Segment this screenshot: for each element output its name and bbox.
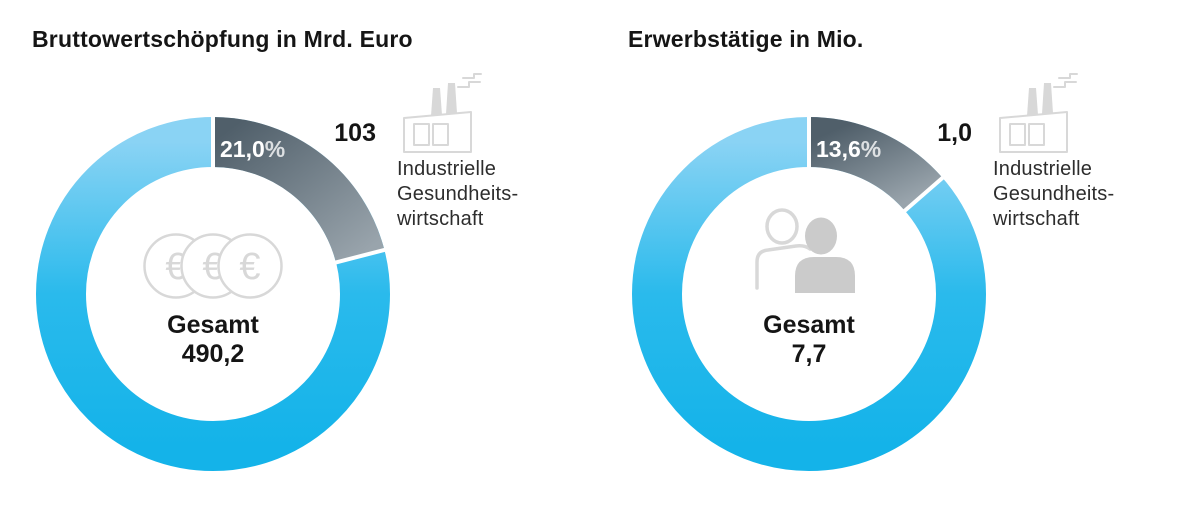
- donut-highlight-segment: [212, 117, 385, 264]
- person-outline-body: [755, 244, 812, 290]
- smoke-line: [462, 73, 482, 79]
- euro-symbol: €: [165, 246, 186, 288]
- segment-divider-end: [898, 171, 950, 217]
- annotation-line: Industrielle: [397, 158, 497, 180]
- factory-building: [999, 111, 1068, 153]
- chimney: [431, 88, 442, 116]
- donut-center-value: 7,7: [791, 340, 827, 368]
- factory-icon: [999, 73, 1078, 153]
- chimney: [446, 83, 457, 114]
- donut-center-label: Gesamt: [167, 311, 259, 339]
- smoke-line: [1058, 73, 1078, 79]
- euro-coins-icon: € € €: [143, 233, 283, 299]
- chimney: [1042, 83, 1053, 114]
- annotation-line: Industrielle: [993, 158, 1093, 180]
- factory-window: [413, 123, 430, 146]
- chimney: [1027, 88, 1038, 116]
- annotation-industrielle-gesundheitswirtschaft: Industrielle Gesundheits- wirtschaft: [397, 157, 518, 232]
- euro-symbol: €: [239, 246, 260, 288]
- highlight-percent-label: 13,6%: [816, 136, 881, 163]
- chart-title: Erwerbstätige in Mio.: [628, 26, 864, 52]
- highlight-percent-label: 21,0%: [220, 136, 285, 163]
- factory-window: [432, 123, 449, 146]
- percent-value: 21,0: [220, 136, 265, 162]
- person-outline-head: [765, 208, 799, 245]
- donut-highlight-segment: [808, 117, 943, 212]
- percent-value: 13,6: [816, 136, 861, 162]
- person-filled-head: [805, 217, 837, 255]
- euro-coin: [217, 233, 283, 299]
- annotation-industrielle-gesundheitswirtschaft: Industrielle Gesundheits- wirtschaft: [993, 157, 1114, 232]
- donut-center-label: Gesamt: [763, 311, 855, 339]
- person-filled-body: [795, 257, 855, 293]
- chart-panel-bruttowertschoepfung: Bruttowertschöpfung in Mrd. Euro 21,0% 1…: [32, 26, 518, 471]
- percent-sign: %: [264, 136, 286, 162]
- chart-panel-erwerbstaetige: Erwerbstätige in Mio. 13,6% 1,0 Industri…: [596, 0, 1200, 519]
- annotation-line: wirtschaft: [397, 208, 484, 230]
- smoke-line: [1053, 81, 1077, 88]
- highlight-value-label: 1,0: [937, 119, 972, 147]
- smoke-line: [457, 81, 481, 88]
- euro-symbol: €: [202, 246, 223, 288]
- chart-title: Bruttowertschöpfung in Mrd. Euro: [32, 26, 413, 52]
- donut-chart-bruttowertschoepfung: [36, 110, 392, 471]
- factory-window: [1028, 123, 1045, 146]
- people-icon: [755, 208, 855, 293]
- annotation-line: Gesundheits-: [993, 183, 1115, 205]
- factory-building: [403, 111, 472, 153]
- factory-window: [1009, 123, 1026, 146]
- highlight-value-label: 103: [334, 119, 376, 147]
- annotation-line: wirtschaft: [993, 208, 1080, 230]
- percent-sign: %: [860, 136, 882, 162]
- donut-center-value: 490,2: [181, 340, 245, 368]
- annotation-line: Gesundheits-: [397, 183, 519, 205]
- donut-chart-erwerbstaetige: [632, 110, 986, 471]
- segment-divider-end: [329, 246, 392, 266]
- factory-icon: [403, 73, 482, 153]
